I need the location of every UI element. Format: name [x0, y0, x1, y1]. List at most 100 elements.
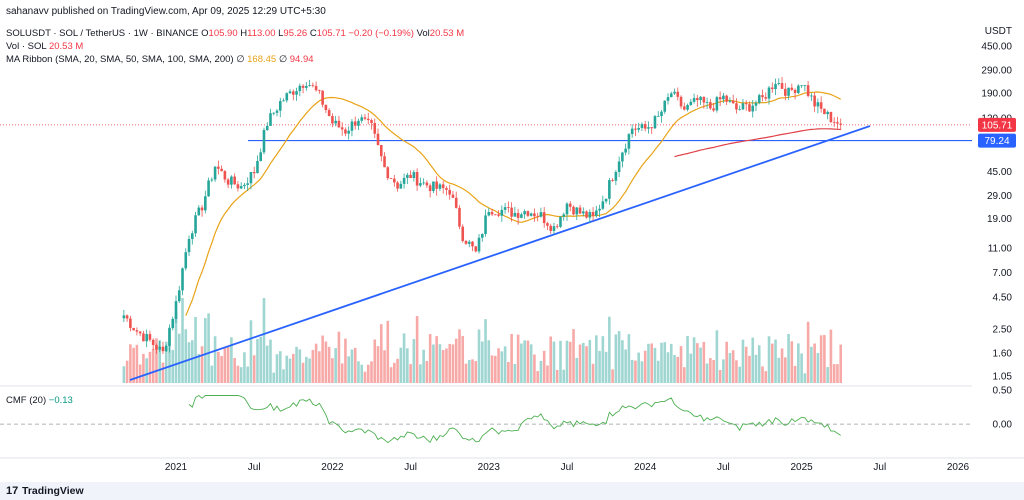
volume-legend[interactable]: Vol · SOL 20.53 M [6, 41, 83, 52]
candle-body [259, 152, 263, 162]
volume-bar [438, 344, 442, 383]
candle-body [236, 184, 240, 189]
cmf-tick-label: 0.50 [993, 386, 1013, 397]
candle-body [419, 183, 422, 186]
volume-bar [292, 353, 295, 383]
candle-body [601, 201, 605, 209]
candle-body [435, 181, 438, 189]
candle-body [337, 120, 341, 128]
candle-body [445, 188, 448, 190]
volume-bar [461, 336, 465, 383]
time-tick-label: Jul [404, 462, 417, 473]
volume-bar [422, 349, 425, 383]
volume-bar [627, 334, 631, 383]
candle-body [575, 207, 579, 215]
candle-body [676, 91, 680, 97]
candle-body [184, 252, 188, 269]
candle-body [777, 83, 781, 84]
symbol-legend[interactable]: SOLUSDT · SOL / TetherUS · 1W · BINANCE … [6, 28, 464, 39]
volume-bar [777, 357, 781, 383]
candle-body [213, 166, 217, 180]
candle-body [171, 318, 175, 329]
candle-body [383, 156, 386, 168]
volume-bar [823, 335, 826, 383]
volume-bar [647, 343, 650, 383]
candle-body [507, 207, 510, 208]
volume-bar [347, 356, 350, 383]
high-label: H [240, 28, 248, 39]
time-tick-label: 2023 [478, 462, 501, 473]
time-tick-label: 2022 [321, 462, 344, 473]
time-tick-label: Jul [873, 462, 886, 473]
candle-body [774, 83, 777, 90]
volume-bar [761, 366, 764, 383]
candle-body [839, 123, 842, 125]
candle-body [249, 172, 253, 184]
price-tick-label: 290.00 [981, 65, 1012, 76]
candle-body [516, 212, 520, 218]
cmf-legend[interactable]: CMF (20) −0.13 [6, 395, 73, 406]
footer-brand[interactable]: TradingView [22, 485, 84, 497]
price-tick-label: 2.50 [993, 324, 1013, 335]
price-tick-label: 45.00 [987, 167, 1012, 178]
volume-bar [630, 359, 634, 383]
volume-bar [412, 339, 416, 383]
volume-bar [757, 345, 761, 383]
candle-body [275, 110, 279, 113]
volume-bar [217, 351, 220, 383]
candle-body [458, 207, 461, 227]
candle-body [285, 93, 289, 101]
candle-body [673, 91, 676, 94]
candle-body [552, 226, 556, 231]
candle-body [155, 345, 158, 350]
volume-bar [686, 335, 689, 383]
volume-bar [132, 347, 135, 383]
candle-body [217, 166, 220, 169]
volume-bar [386, 320, 390, 383]
candle-body [204, 196, 207, 211]
volume-bar [353, 347, 357, 383]
volume-bar [810, 346, 813, 383]
candle-body [376, 133, 380, 145]
volume-bar [611, 369, 614, 383]
candle-body [513, 212, 517, 217]
candle-body [585, 211, 588, 218]
candle-body [132, 327, 135, 331]
volume-bar [816, 353, 820, 383]
published-text: sahanavv published on TradingView.com, A… [6, 6, 326, 17]
candle-body [350, 121, 354, 131]
volume-bar [826, 367, 829, 383]
volume-bar [487, 340, 491, 383]
candle-body [757, 95, 761, 103]
candle-body [406, 174, 409, 178]
ma-ribbon-legend[interactable]: MA Ribbon (SMA, 20, SMA, 50, SMA, 100, S… [6, 54, 314, 65]
volume-bar [744, 346, 748, 383]
volume-bar [409, 364, 412, 383]
candle-body [562, 214, 566, 217]
volume-bar [324, 341, 328, 383]
volume-bar [474, 361, 478, 383]
candle-body [630, 128, 634, 135]
volume-bar [181, 298, 184, 383]
volume-bar [246, 366, 249, 383]
volume-bar [145, 358, 148, 383]
open-label: O [201, 28, 209, 39]
candle-body [190, 233, 194, 239]
candle-body [422, 182, 425, 184]
candle-body [660, 111, 663, 117]
candle-body [148, 334, 152, 340]
candle-body [187, 238, 191, 253]
candle-body [135, 330, 139, 332]
volume-bar [138, 364, 142, 383]
candle-body [764, 97, 768, 99]
candle-body [744, 103, 748, 105]
volume-bar [288, 358, 292, 383]
volume-bar [484, 319, 487, 383]
volume-bar [298, 349, 302, 383]
price-tick-label: 1.60 [993, 349, 1013, 360]
candle-body [497, 214, 500, 216]
candle-body [425, 182, 429, 186]
volume-bar [249, 320, 253, 383]
candle-body [656, 116, 660, 117]
